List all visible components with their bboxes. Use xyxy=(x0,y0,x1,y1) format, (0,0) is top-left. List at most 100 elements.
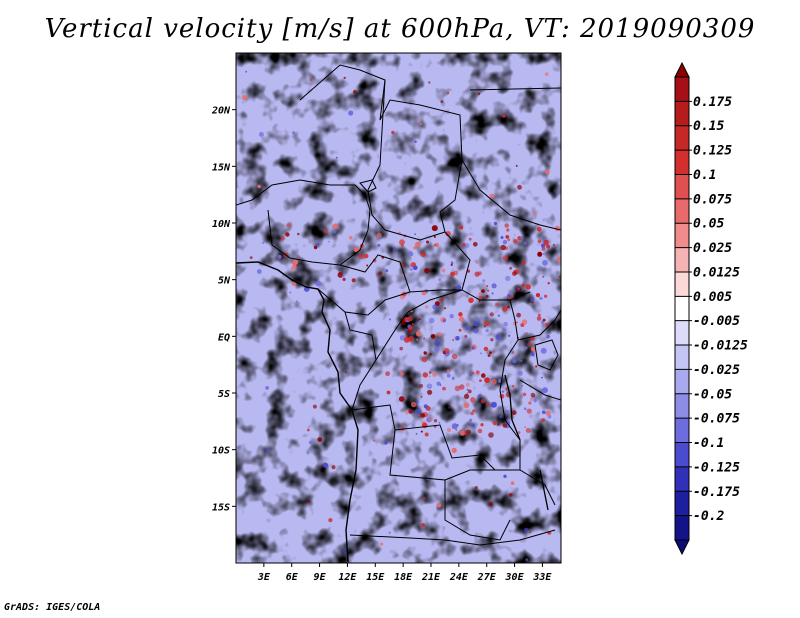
hotspot-cell xyxy=(502,328,506,333)
hotspot-cell xyxy=(531,301,534,304)
hotspot-cell xyxy=(506,228,510,232)
hotspot-cell xyxy=(451,353,458,360)
hotspot-cell xyxy=(422,372,428,378)
hotspot-cell xyxy=(428,417,433,422)
colorbar-frame xyxy=(674,76,690,541)
hotspot-cell xyxy=(483,346,489,352)
hotspot-cell xyxy=(437,332,442,337)
hotspot-cell xyxy=(547,282,550,285)
lat-tick-label: 10S xyxy=(212,446,230,457)
hotspot-cell xyxy=(513,239,518,244)
lon-tick-label: 24E xyxy=(449,572,469,583)
colorbar-label: -0.0125 xyxy=(693,339,748,354)
hotspot-cell xyxy=(392,247,397,252)
colorbar-top-arrow xyxy=(674,61,690,78)
colorbar-label: -0.175 xyxy=(693,485,740,500)
hotspot-cell xyxy=(521,384,524,387)
hotspot-cell xyxy=(492,350,495,353)
hotspot-cell xyxy=(500,236,504,239)
hotspot-cell xyxy=(312,404,317,409)
hotspot-cell xyxy=(542,387,548,394)
hotspot-cell xyxy=(481,289,485,293)
hotspot-cell xyxy=(519,357,521,360)
hotspot-cell xyxy=(524,346,528,350)
hotspot-cell xyxy=(542,275,545,278)
hotspot-cell xyxy=(420,430,423,433)
hotspot-cell xyxy=(481,373,486,378)
hotspot-cell xyxy=(490,401,497,408)
border-namibia xyxy=(349,529,556,546)
hotspot-cell xyxy=(410,401,417,408)
hotspot-cell xyxy=(521,260,526,265)
hotspot-cell xyxy=(430,334,436,339)
hotspot-cell xyxy=(451,295,453,298)
hotspot-cell xyxy=(499,415,502,419)
colorbar-label: -0.125 xyxy=(693,460,740,475)
hotspot-cell xyxy=(428,81,431,84)
hotspot-cell xyxy=(520,359,523,362)
hotspot-cell xyxy=(480,423,484,427)
hotspot-cell xyxy=(377,243,381,247)
hotspot-cell xyxy=(495,302,499,307)
hotspot-cell xyxy=(414,140,417,143)
hotspot-cell xyxy=(528,303,531,306)
hotspot-cell xyxy=(529,297,535,302)
hotspot-cell xyxy=(423,337,426,340)
hotspot-cell xyxy=(416,338,419,341)
convection-hotspots xyxy=(241,70,561,562)
hotspot-cell xyxy=(332,223,339,229)
hotspot-cell xyxy=(372,258,377,263)
hotspot-cell xyxy=(530,392,536,398)
hotspot-cell xyxy=(444,307,446,310)
colorbar-label: -0.005 xyxy=(693,314,740,329)
hotspot-cell xyxy=(433,235,436,238)
hotspot-cell xyxy=(446,373,451,378)
hotspot-cell xyxy=(502,114,506,118)
border-sudan xyxy=(461,159,561,231)
hotspot-cell xyxy=(485,328,489,333)
hotspot-cell xyxy=(428,375,431,378)
hotspot-cell xyxy=(402,370,406,374)
hotspot-cell xyxy=(391,130,395,135)
hotspot-cell xyxy=(502,255,509,261)
hotspot-cell xyxy=(448,407,451,409)
hotspot-cell xyxy=(414,408,421,415)
lat-tick-label: 5S xyxy=(218,389,230,400)
colorbar-bottom-arrow xyxy=(674,539,690,556)
hotspot-cell xyxy=(443,347,450,354)
hotspot-cell xyxy=(467,389,472,394)
hotspot-cell xyxy=(464,243,470,248)
hotspot-cell xyxy=(407,329,411,333)
hotspot-cell xyxy=(519,236,523,240)
hotspot-cell xyxy=(427,389,433,395)
hotspot-cell xyxy=(523,527,529,533)
lon-tick-label: 27E xyxy=(477,572,497,583)
lake-chad xyxy=(359,179,377,193)
hotspot-cell xyxy=(385,269,389,272)
hotspot-cell xyxy=(445,231,451,237)
colorbar-swatch xyxy=(675,198,689,224)
hotspot-cell xyxy=(426,240,429,244)
colorbar-swatch xyxy=(675,271,689,297)
hotspot-cell xyxy=(343,76,346,80)
hotspot-cell xyxy=(455,429,458,431)
hotspot-cell xyxy=(456,283,459,285)
colorbar-swatch xyxy=(675,345,689,370)
hotspot-cell xyxy=(265,447,270,452)
hotspot-cell xyxy=(517,287,520,290)
hotspot-cell xyxy=(468,297,474,304)
hotspot-cell xyxy=(502,306,508,312)
hotspot-cell xyxy=(306,451,310,455)
hotspot-cell xyxy=(280,235,286,241)
hotspot-cell xyxy=(492,421,497,426)
colorbar-swatch xyxy=(675,320,689,346)
hotspot-cell xyxy=(464,393,470,399)
hotspot-cell xyxy=(491,292,494,295)
hotspot-cell xyxy=(317,437,323,442)
hotspot-cell xyxy=(436,503,442,508)
hotspot-cell xyxy=(417,118,419,121)
hotspot-cell xyxy=(434,346,439,352)
hotspot-cell xyxy=(514,234,516,236)
hotspot-cell xyxy=(385,371,390,377)
colorbar-label: 0.125 xyxy=(693,144,732,159)
